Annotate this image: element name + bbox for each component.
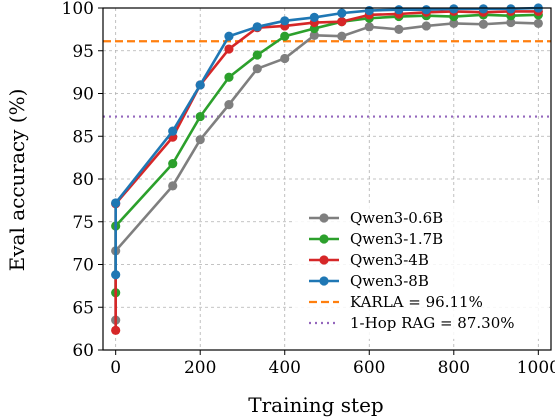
data-point-1-6 (280, 31, 290, 41)
data-point-3-13 (478, 4, 488, 14)
y-tick-label: 95 (72, 42, 94, 62)
y-tick-label: 75 (72, 213, 94, 233)
data-point-1-4 (224, 72, 234, 82)
data-point-3-2 (168, 126, 178, 136)
data-point-0-5 (252, 64, 262, 74)
data-point-2-0 (111, 325, 121, 335)
data-point-3-12 (449, 4, 459, 14)
data-point-3-0 (111, 270, 121, 280)
x-tick-label: 200 (184, 358, 216, 378)
series-line-1 (114, 13, 539, 293)
data-point-0-13 (478, 19, 488, 29)
data-point-0-9 (364, 22, 374, 32)
data-point-1-2 (168, 159, 178, 169)
y-axis-title: Eval accuracy (%) (5, 89, 29, 272)
data-point-2-4 (224, 44, 234, 54)
y-tick-label: 100 (62, 0, 94, 19)
x-tick-label: 600 (353, 358, 385, 378)
data-point-0-12 (449, 18, 459, 28)
data-point-0-3 (195, 135, 205, 145)
data-point-3-11 (421, 5, 431, 15)
x-axis-title: Training step (248, 393, 383, 417)
data-point-1-3 (195, 111, 205, 122)
data-point-0-14 (506, 17, 516, 28)
data-point-3-10 (394, 5, 404, 15)
data-point-0-10 (394, 24, 404, 34)
legend-label: Qwen3-4B (350, 251, 429, 269)
data-point-0-8 (337, 31, 347, 41)
y-tick-label: 85 (72, 127, 94, 147)
legend-marker-2 (319, 255, 329, 265)
x-tick-label: 800 (438, 358, 470, 378)
legend-label: Qwen3-0.6B (350, 209, 443, 227)
x-tick-label: 0 (110, 358, 121, 378)
data-point-2-8 (337, 17, 347, 27)
legend-label: KARLA = 96.11% (350, 293, 483, 311)
x-tick-label: 400 (269, 358, 301, 378)
y-tick-label: 80 (72, 170, 94, 190)
legend-marker-3 (319, 276, 329, 286)
data-point-3-4 (224, 31, 234, 41)
data-point-3-6 (280, 16, 290, 26)
legend-label: Qwen3-8B (350, 272, 429, 290)
data-point-0-7 (309, 30, 319, 40)
y-tick-label: 70 (72, 256, 94, 276)
data-point-0-4 (224, 100, 234, 110)
legend-marker-0 (319, 213, 329, 223)
y-tick-label: 65 (72, 298, 94, 318)
data-point-0-11 (421, 21, 431, 31)
legend-marker-1 (319, 234, 329, 244)
data-point-3-8 (337, 8, 347, 18)
y-tick-label: 90 (72, 85, 94, 105)
legend-label: 1-Hop RAG = 87.30% (350, 314, 515, 332)
series-line-3 (114, 6, 539, 275)
legend-label: Qwen3-1.7B (350, 230, 443, 248)
data-point-0-2 (168, 181, 178, 191)
y-tick-label: 60 (72, 341, 94, 361)
series-line-0 (114, 21, 539, 321)
data-point-3-1 (111, 198, 121, 208)
x-tick-label: 1000 (517, 358, 555, 378)
data-point-3-9 (364, 5, 374, 16)
data-point-3-14 (506, 4, 516, 14)
data-point-0-15 (533, 18, 543, 28)
data-point-3-7 (309, 12, 319, 23)
legend-box (293, 203, 549, 339)
data-point-3-5 (252, 22, 262, 32)
series-line-2 (114, 10, 539, 331)
data-point-1-5 (252, 50, 262, 60)
data-point-3-3 (195, 80, 205, 90)
data-point-0-6 (280, 53, 290, 64)
